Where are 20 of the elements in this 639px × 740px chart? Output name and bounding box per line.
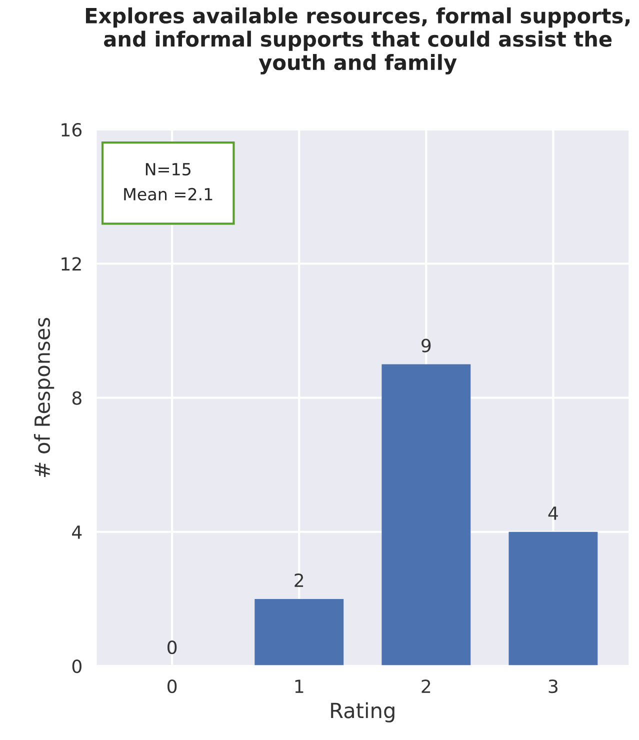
- y-axis-title: # of Responses: [34, 318, 54, 477]
- y-tick-label: 4: [72, 526, 82, 539]
- y-tick-label: 0: [72, 659, 82, 674]
- bar: [508, 532, 598, 666]
- annotation: N=15 Mean =2.1: [124, 163, 212, 200]
- x-axis-title: Rating: [331, 702, 394, 722]
- x-tick-label: 2: [422, 680, 430, 693]
- x-tick-label: 1: [295, 680, 304, 693]
- bar: [254, 598, 344, 666]
- chart-title: Explores available resources, formal supports, and informal supports that could assist the youth and family: [86, 7, 630, 74]
- data-label: 0: [168, 640, 177, 654]
- bar: [382, 364, 471, 666]
- x-tick-label: 0: [168, 680, 177, 694]
- data-label: 4: [548, 506, 558, 520]
- y-tick-label: 8: [72, 391, 82, 405]
- data-label: 9: [422, 338, 431, 352]
- y-tick-label: 16: [62, 122, 82, 137]
- data-label: 2: [294, 573, 304, 587]
- x-tick-label: 3: [548, 680, 558, 694]
- y-tick-label: 12: [62, 257, 81, 270]
